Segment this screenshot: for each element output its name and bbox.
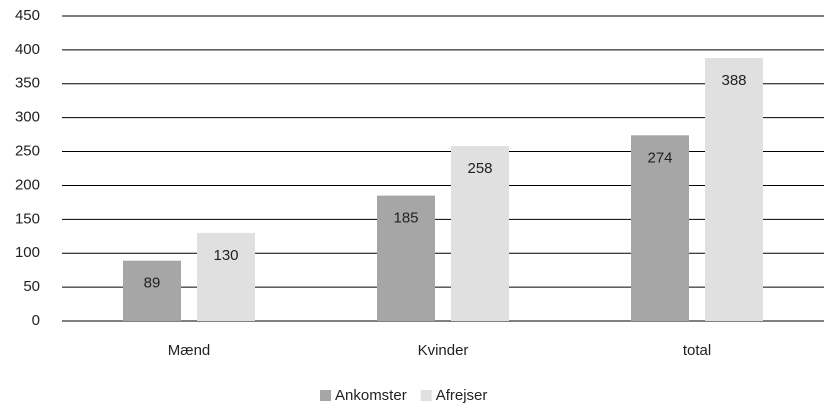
y-tick-label: 350 <box>15 75 40 92</box>
bar <box>631 135 689 321</box>
bar <box>705 58 763 322</box>
bar <box>197 232 255 321</box>
legend-label: Afrejser <box>436 387 488 404</box>
y-tick-label: 400 <box>15 41 40 58</box>
y-tick-label: 100 <box>15 244 40 261</box>
data-label: 185 <box>393 210 418 227</box>
y-tick-label: 250 <box>15 143 40 160</box>
data-label: 258 <box>467 160 492 177</box>
data-label: 388 <box>721 72 746 89</box>
legend-swatch <box>420 390 432 401</box>
data-label: 130 <box>213 247 238 264</box>
x-tick-label: Kvinder <box>418 342 469 359</box>
data-label: 274 <box>647 149 672 166</box>
y-tick-label: 0 <box>32 312 40 329</box>
y-tick-label: 450 <box>15 7 40 24</box>
legend-label: Ankomster <box>335 387 407 404</box>
bar <box>451 146 509 321</box>
x-tick-label: Mænd <box>168 342 211 359</box>
data-label: 89 <box>144 275 161 292</box>
bar <box>123 260 181 321</box>
y-tick-label: 300 <box>15 109 40 126</box>
x-tick-label: total <box>683 342 711 359</box>
bar <box>377 195 435 321</box>
y-tick-label: 150 <box>15 210 40 227</box>
y-tick-label: 50 <box>23 278 40 295</box>
y-tick-label: 200 <box>15 176 40 193</box>
legend-swatch <box>320 390 331 401</box>
